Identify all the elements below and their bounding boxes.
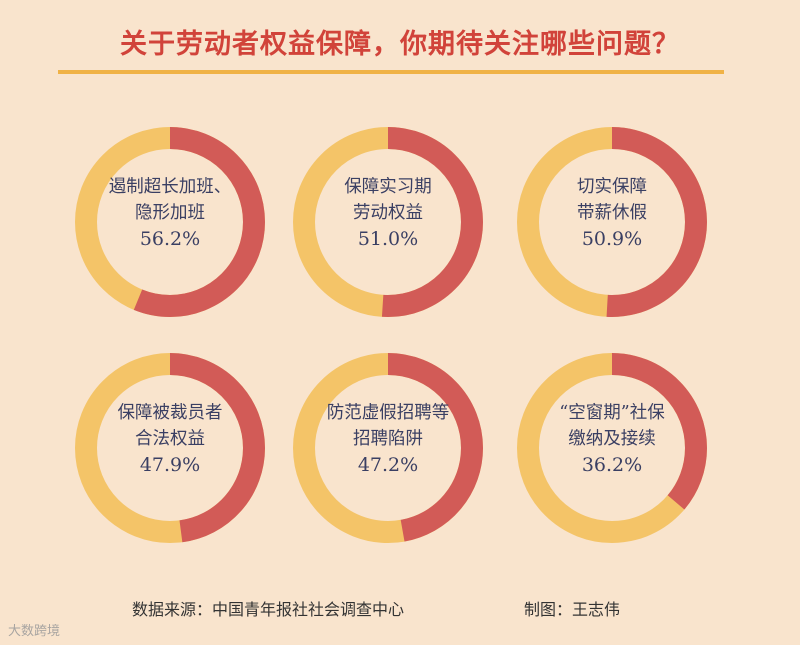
donut-chart-1: 遏制超长加班、 隐形加班 56.2% bbox=[72, 124, 268, 320]
donut-label-line: 遏制超长加班、 bbox=[108, 177, 232, 197]
donut-label-1: 遏制超长加班、 隐形加班 56.2% bbox=[94, 174, 246, 252]
title-underline bbox=[58, 70, 724, 74]
donut-percentage: 50.9% bbox=[581, 228, 643, 250]
donut-label-line: 防范虚假招聘等 bbox=[326, 403, 450, 423]
donut-value-arc bbox=[75, 353, 265, 543]
donut-label-line: 切实保障 bbox=[577, 177, 647, 197]
donut-label-line: 隐形加班 bbox=[135, 203, 205, 223]
donut-percentage: 47.2% bbox=[357, 454, 419, 476]
donut-chart-5: 防范虚假招聘等 招聘陷阱 47.2% bbox=[290, 350, 486, 546]
chart-title: 关于劳动者权益保障，你期待关注哪些问题？ bbox=[120, 29, 680, 60]
donut-value-arc bbox=[517, 353, 707, 543]
donut-percentage: 47.9% bbox=[139, 454, 201, 476]
donut-chart-2: 保障实习期 劳动权益 51.0% bbox=[290, 124, 486, 320]
donut-chart-4: 保障被裁员者 合法权益 47.9% bbox=[72, 350, 268, 546]
donut-label-line: 保障被裁员者 bbox=[117, 403, 223, 423]
donut-value-arc bbox=[517, 127, 707, 317]
donut-value-arc bbox=[75, 127, 265, 317]
donut-percentage: 56.2% bbox=[139, 228, 201, 250]
donut-label-line: 劳动权益 bbox=[353, 203, 423, 223]
donut-label-line: 招聘陷阱 bbox=[353, 429, 423, 449]
donut-label-2: 保障实习期 劳动权益 51.0% bbox=[312, 174, 464, 252]
donut-label-line: 带薪休假 bbox=[577, 203, 647, 223]
donut-label-3: 切实保障 带薪休假 50.9% bbox=[536, 174, 688, 252]
donut-value-arc bbox=[293, 353, 483, 543]
donut-label-4: 保障被裁员者 合法权益 47.9% bbox=[94, 400, 246, 478]
watermark-logo: 大数跨境 bbox=[8, 624, 61, 639]
donut-chart-6: “空窗期”社保 缴纳及接续 36.2% bbox=[514, 350, 710, 546]
data-source: 数据来源：中国青年报社社会调查中心 bbox=[132, 600, 405, 619]
donut-percentage: 51.0% bbox=[357, 228, 419, 250]
donut-chart-3: 切实保障 带薪休假 50.9% bbox=[514, 124, 710, 320]
donut-value-arc bbox=[293, 127, 483, 317]
donut-label-5: 防范虚假招聘等 招聘陷阱 47.2% bbox=[312, 400, 464, 478]
donut-label-line: 缴纳及接续 bbox=[568, 429, 656, 449]
donut-label-line: 保障实习期 bbox=[344, 177, 432, 197]
donut-label-line: 合法权益 bbox=[135, 429, 205, 449]
chart-credit: 制图：王志伟 bbox=[524, 600, 621, 619]
donut-percentage: 36.2% bbox=[581, 454, 643, 476]
donut-label-line: “空窗期”社保 bbox=[559, 403, 665, 423]
donut-label-6: “空窗期”社保 缴纳及接续 36.2% bbox=[536, 400, 688, 478]
